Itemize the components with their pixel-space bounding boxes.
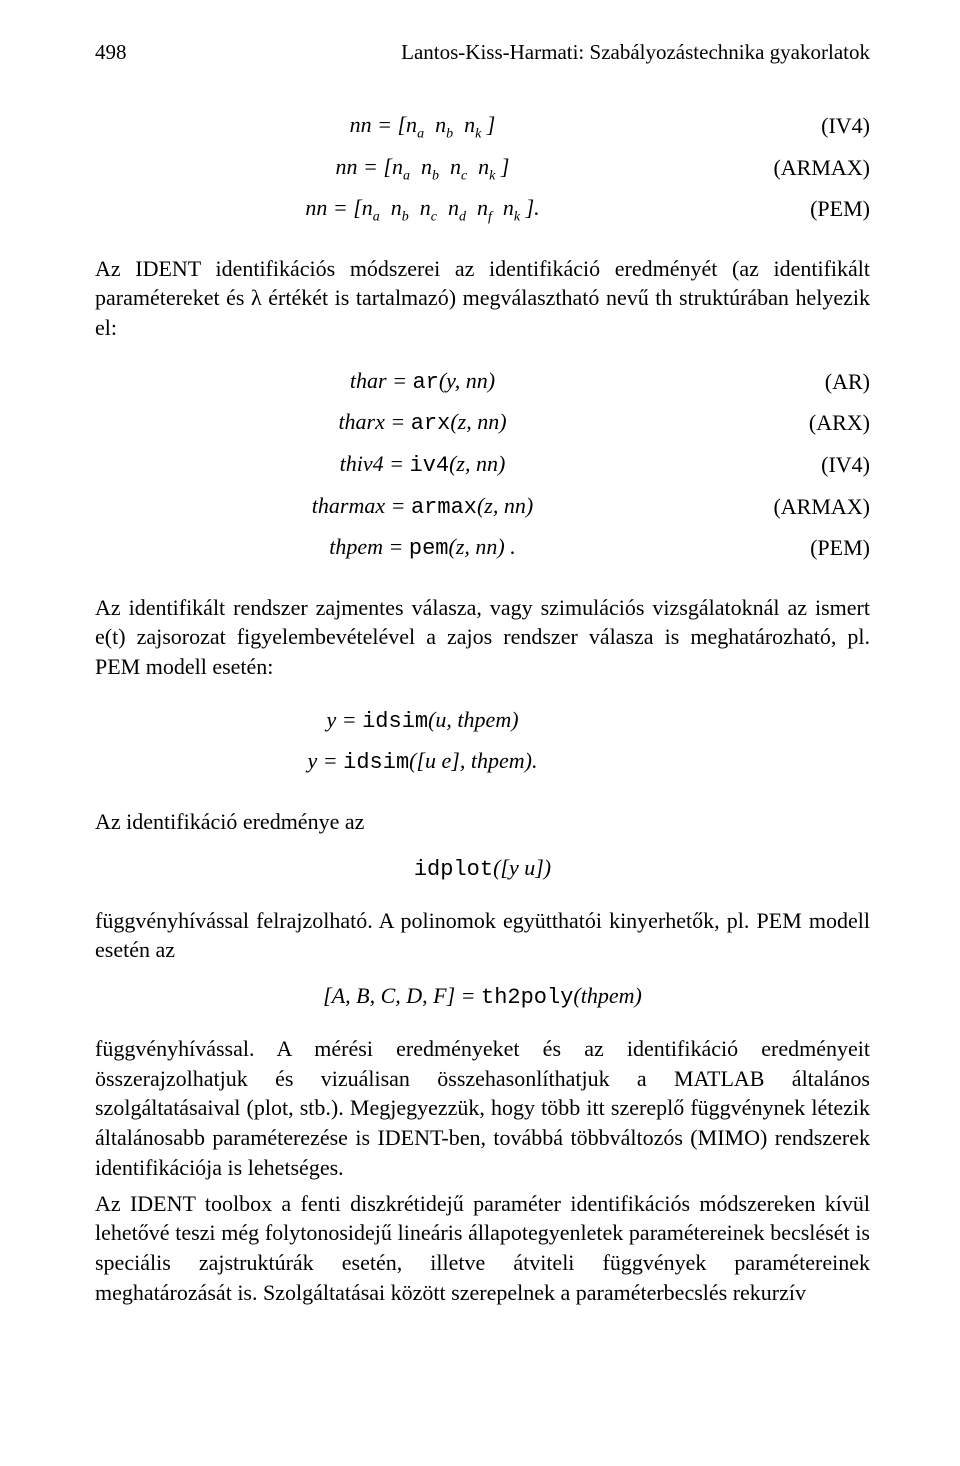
equation-row: nn = [na nb nc nk ](ARMAX) bbox=[95, 147, 870, 189]
page-number: 498 bbox=[95, 40, 127, 65]
paragraph-3: Az identifikáció eredménye az bbox=[95, 807, 870, 837]
equation-row: nn = [na nb nk ](IV4) bbox=[95, 105, 870, 147]
fn-args: (thpem) bbox=[573, 983, 641, 1008]
equation-row: thar = ar(y, nn)(AR) bbox=[95, 361, 870, 403]
page-title: Lantos-Kiss-Harmati: Szabályozástechnika… bbox=[401, 40, 870, 65]
fn-name: idplot bbox=[414, 857, 493, 882]
equation-row: y = idsim(u, thpem) bbox=[95, 700, 870, 742]
equation-th2poly: [A, B, C, D, F] = th2poly(thpem) bbox=[95, 983, 870, 1010]
page-header: 498 Lantos-Kiss-Harmati: Szabályozástech… bbox=[95, 40, 870, 65]
equation-block-idsim: y = idsim(u, thpem)y = idsim([u e], thpe… bbox=[95, 700, 870, 783]
paragraph-1: Az IDENT identifikációs módszerei az ide… bbox=[95, 254, 870, 343]
paragraph-5: függvényhívással. A mérési eredményeket … bbox=[95, 1034, 870, 1182]
equation-row: tharmax = armax(z, nn)(ARMAX) bbox=[95, 486, 870, 528]
equation-block-th: thar = ar(y, nn)(AR)tharx = arx(z, nn)(A… bbox=[95, 361, 870, 569]
equation-row: thpem = pem(z, nn) .(PEM) bbox=[95, 527, 870, 569]
fn-args: ([y u]) bbox=[493, 855, 551, 880]
paragraph-2: Az identifikált rendszer zajmentes válas… bbox=[95, 593, 870, 682]
equation-row: thiv4 = iv4(z, nn)(IV4) bbox=[95, 444, 870, 486]
equation-block-nn: nn = [na nb nk ](IV4)nn = [na nb nc nk ]… bbox=[95, 105, 870, 230]
equation-row: nn = [na nb nc nd nf nk ].(PEM) bbox=[95, 188, 870, 230]
page: 498 Lantos-Kiss-Harmati: Szabályozástech… bbox=[0, 0, 960, 1466]
fn-name: th2poly bbox=[481, 985, 573, 1010]
equation-row: tharx = arx(z, nn)(ARX) bbox=[95, 402, 870, 444]
paragraph-6: Az IDENT toolbox a fenti diszkrétidejű p… bbox=[95, 1189, 870, 1308]
paragraph-4: függvényhívással felrajzolható. A polino… bbox=[95, 906, 870, 965]
equation-row: y = idsim([u e], thpem). bbox=[95, 741, 870, 783]
eq-lhs: [A, B, C, D, F] = bbox=[323, 983, 481, 1008]
equation-idplot: idplot([y u]) bbox=[95, 855, 870, 882]
